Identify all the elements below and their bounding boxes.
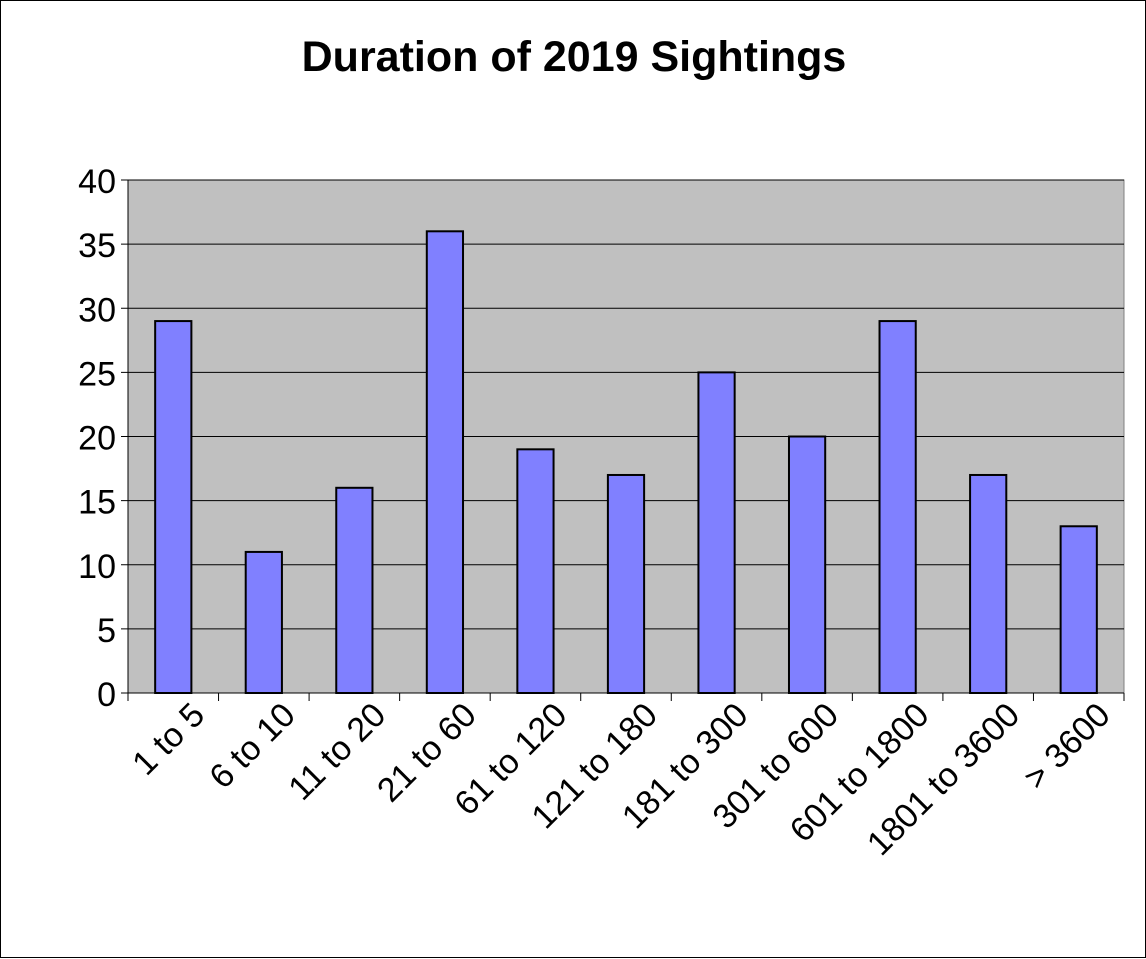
y-tick-label: 0 <box>97 676 116 714</box>
bar <box>425 230 465 695</box>
y-tick-label: 5 <box>97 612 116 650</box>
y-tick-label: 25 <box>78 355 116 393</box>
y-tick-label: 40 <box>78 163 116 201</box>
bar <box>606 473 646 694</box>
x-tick-label: 11 to 20 <box>281 696 393 808</box>
bar <box>787 435 827 694</box>
y-tick-label: 20 <box>78 420 116 458</box>
bar <box>244 550 283 694</box>
y-tick-label: 15 <box>78 484 116 522</box>
y-tick-label: 35 <box>78 227 116 265</box>
y-tick-label: 10 <box>78 548 116 586</box>
bar <box>969 473 1008 694</box>
bar <box>335 486 374 694</box>
bar <box>697 371 736 694</box>
chart-title: Duration of 2019 Sightings <box>301 33 847 81</box>
bar <box>154 320 193 694</box>
x-tick-label: 1 to 5 <box>125 696 212 783</box>
bar <box>878 320 917 694</box>
bar <box>1059 525 1098 695</box>
x-tick-label: > 3600 <box>1017 696 1118 797</box>
y-tick-label: 30 <box>78 291 116 329</box>
bar <box>516 448 555 695</box>
